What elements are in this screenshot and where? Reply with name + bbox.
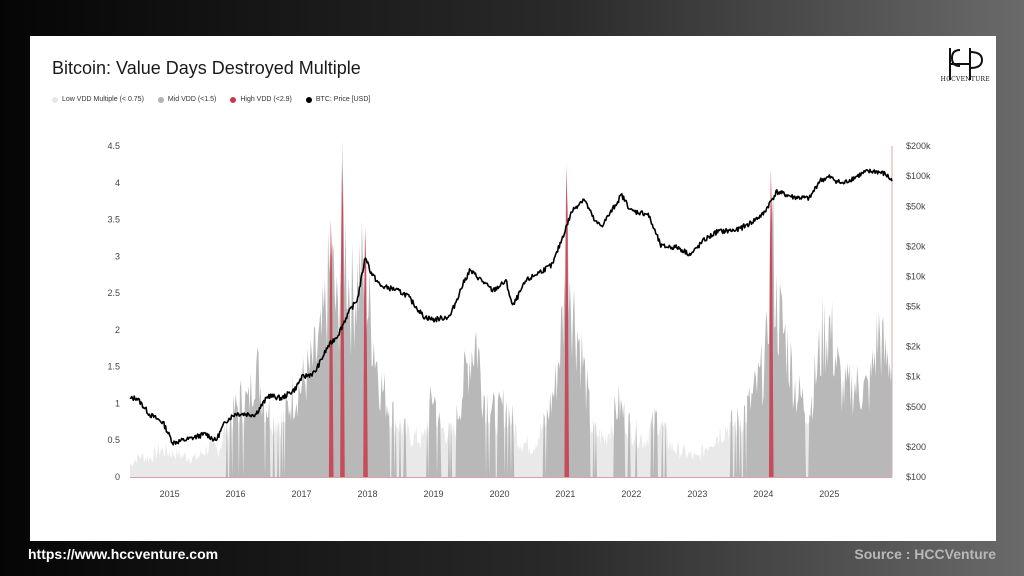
- y-right-tick-label: $1k: [906, 372, 921, 382]
- y-left-tick-label: 4.5: [107, 141, 120, 151]
- legend-label-low-vdd: Low VDD Multiple (< 0.75): [62, 96, 144, 103]
- y-right-tick-label: $20k: [906, 241, 926, 251]
- legend-item-btc-price: BTC: Price [USD]: [305, 96, 371, 103]
- footer-website-url[interactable]: https://www.hccventure.com: [28, 546, 219, 562]
- y-left-tick-label: 0: [115, 472, 120, 482]
- y-left-tick-label: 1.5: [107, 362, 120, 372]
- y-left-tick-label: 1: [115, 398, 120, 408]
- x-tick-label: 2022: [621, 489, 641, 499]
- x-tick-label: 2017: [292, 489, 312, 499]
- chart-title: Bitcoin: Value Days Destroyed Multiple: [52, 58, 361, 78]
- legend-item-high-vdd: High VDD (<2.9): [230, 96, 292, 103]
- chart-legend: Low VDD Multiple (< 0.75) Mid VDD (<1.5)…: [52, 96, 370, 103]
- x-tick-label: 2020: [489, 489, 509, 499]
- y-left-tick-label: 4: [115, 178, 120, 188]
- x-tick-label: 2019: [423, 489, 443, 499]
- x-tick-label: 2015: [160, 489, 180, 499]
- y-left-tick-label: 3.5: [107, 215, 120, 225]
- x-tick-label: 2021: [555, 489, 575, 499]
- y-right-tick-label: $500: [906, 402, 926, 412]
- legend-label-high-vdd: High VDD (<2.9): [240, 96, 292, 103]
- high-vdd-spike: [363, 226, 368, 477]
- legend-dot-low-vdd: [52, 96, 58, 103]
- legend-dot-btc-price: [305, 96, 312, 103]
- legend-item-mid-vdd: Mid VDD (<1.5): [157, 96, 217, 103]
- logo-wordmark: HCCVENTURE: [940, 76, 990, 83]
- high-vdd-spike: [768, 168, 774, 478]
- y-left-tick-label: 3: [115, 251, 120, 261]
- hccventure-logo: [949, 48, 984, 80]
- legend-dot-mid-vdd: [157, 96, 164, 103]
- x-tick-label: 2023: [687, 489, 707, 499]
- high-vdd-spike: [328, 219, 334, 478]
- vdd-chart: 0 0.5 1 1.5 2 2.5 3 3.5 4 4.5 $100 $200 $500 $1k $2k $5…: [107, 139, 931, 499]
- y-right-tick-label: $10k: [906, 271, 926, 281]
- chart-card: Bitcoin: Value Days Destroyed Multiple L…: [30, 36, 996, 541]
- x-tick-label: 2024: [753, 489, 773, 499]
- legend-label-mid-vdd: Mid VDD (<1.5): [167, 96, 217, 103]
- legend-item-low-vdd: Low VDD Multiple (< 0.75): [52, 96, 144, 103]
- footer-source-credit: Source : HCCVenture: [854, 546, 996, 562]
- y-right-tick-label: $2k: [906, 342, 921, 352]
- x-tick-label: 2018: [357, 489, 377, 499]
- high-vdd-spike: [564, 164, 570, 477]
- y-left-tick-label: 2.5: [107, 288, 120, 298]
- y-right-tick-label: $200: [906, 442, 926, 452]
- legend-dot-high-vdd: [230, 96, 237, 103]
- y-right-tick-label: $100k: [906, 171, 931, 181]
- legend-label-btc-price: BTC: Price [USD]: [315, 96, 371, 103]
- y-right-tick-label: $100: [906, 472, 926, 482]
- y-right-tick-label: $50k: [906, 201, 926, 211]
- y-left-tick-label: 0.5: [107, 435, 120, 445]
- mid-vdd-area: [130, 139, 892, 478]
- y-right-tick-label: $5k: [906, 302, 921, 312]
- y-right-tick-label: $200k: [906, 141, 931, 151]
- y-left-tick-label: 2: [115, 325, 120, 335]
- x-tick-label: 2025: [819, 489, 839, 499]
- btc-price-line: [129, 168, 893, 446]
- x-tick-label: 2016: [226, 489, 246, 499]
- high-vdd-spike: [340, 164, 345, 477]
